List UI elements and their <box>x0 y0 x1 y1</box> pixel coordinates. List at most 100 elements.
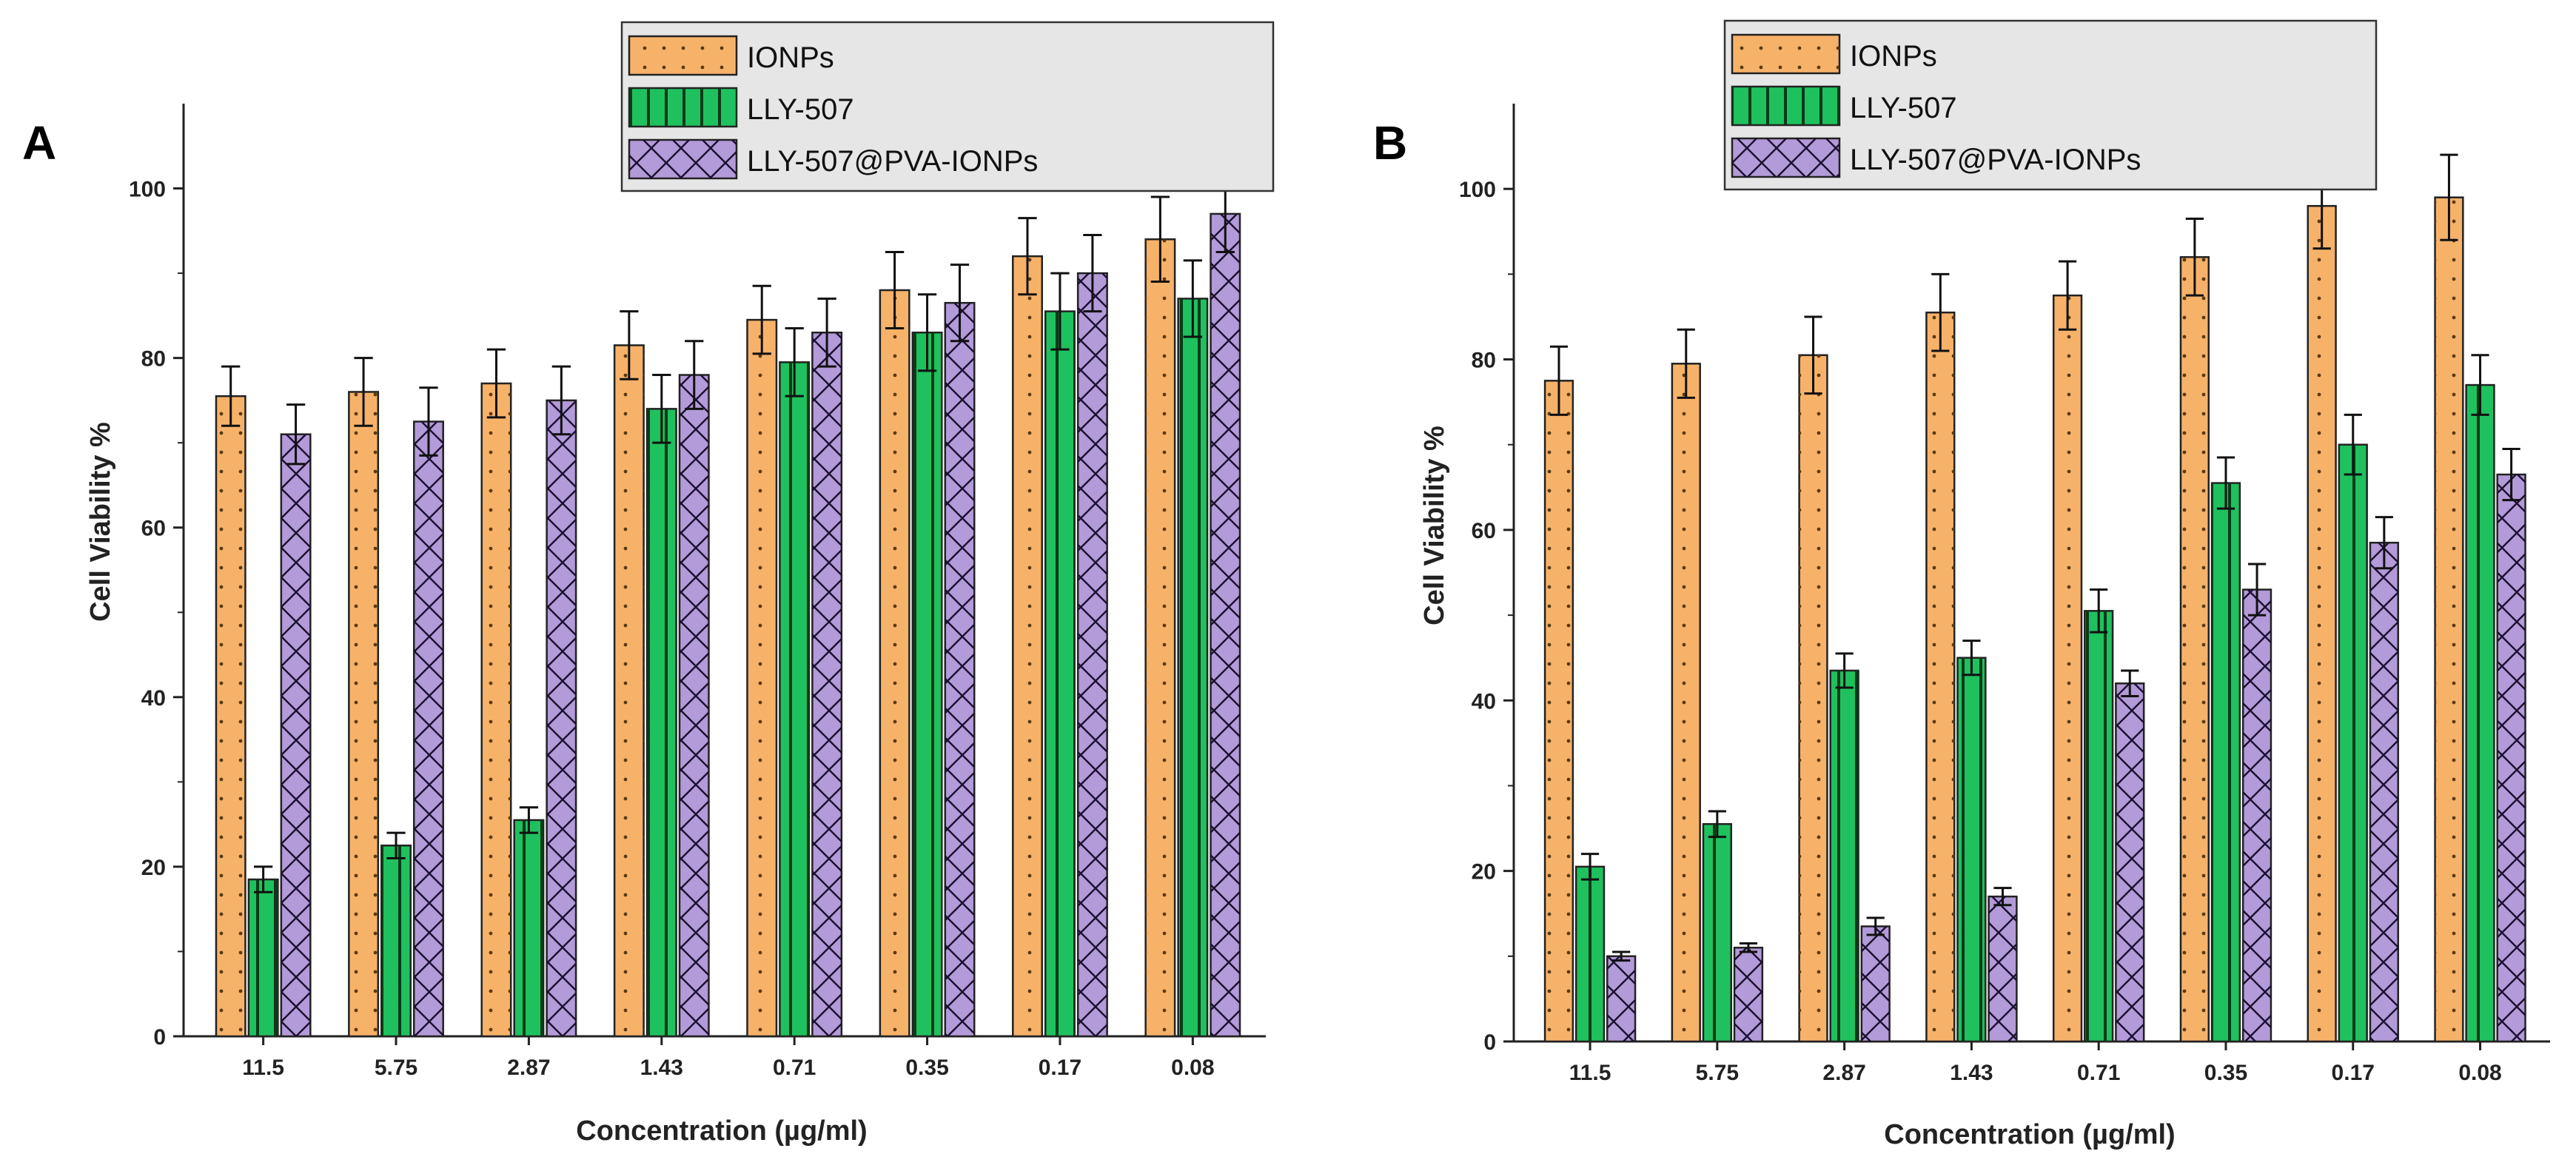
bar-pattern-lly-507-a <box>514 819 544 1036</box>
x-axis-label-a: Concentration (µg/ml) <box>576 1115 867 1147</box>
bar-pattern-ionps-b <box>1926 312 1955 1042</box>
x-tick-label-b: 0.17 <box>2332 1061 2375 1085</box>
bar-pattern-ionps-a <box>1013 256 1042 1036</box>
bar-pattern-ionps-a <box>1145 239 1175 1037</box>
x-tick-label-b: 0.08 <box>2458 1061 2501 1085</box>
x-tick-label-b: 1.43 <box>1950 1061 1993 1085</box>
bar-pattern-lly-507-pva-ionps-a <box>1078 273 1107 1036</box>
y-tick-label-a: 0 <box>153 1025 166 1050</box>
bar-pattern-lly-507-pva-ionps-a <box>680 375 709 1037</box>
bar-pattern-lly-507-a <box>1045 311 1075 1036</box>
y-tick-label-b: 100 <box>1459 178 1496 202</box>
bar-pattern-ionps-a <box>349 392 378 1036</box>
bar-pattern-ionps-a <box>747 320 777 1036</box>
bar-pattern-ionps-b <box>2307 206 2336 1042</box>
bar-pattern-ionps-b <box>1799 355 1828 1041</box>
y-tick-label-b: 20 <box>1472 860 1496 885</box>
legend-label-lly-507-pva-ionps-a: LLY-507@PVA-IONPs <box>747 145 1038 178</box>
bar-pattern-lly-507-a <box>1178 298 1208 1036</box>
x-tick-label-a: 0.71 <box>773 1056 816 1080</box>
bar-pattern-lly-507-pva-ionps-a <box>414 421 443 1036</box>
legend-swatch-pattern-lly-507-b <box>1732 87 1839 125</box>
bar-pattern-lly-507-b <box>1576 866 1604 1041</box>
bar-pattern-lly-507-a <box>912 332 942 1037</box>
bar-pattern-lly-507-pva-ionps-b <box>2369 543 2398 1041</box>
bar-pattern-lly-507-pva-ionps-b <box>2116 683 2144 1041</box>
legend-label-lly-507-pva-ionps-b: LLY-507@PVA-IONPs <box>1850 144 2141 176</box>
bar-pattern-ionps-a <box>481 383 511 1036</box>
chart-panel-b: B Cell Viability % Concentration (µg/ml)… <box>1373 19 2550 1150</box>
bar-pattern-ionps-a <box>614 345 644 1036</box>
y-tick-label-b: 0 <box>1483 1030 1496 1055</box>
y-tick-label-a: 60 <box>141 517 166 541</box>
legend-label-lly-507-b: LLY-507 <box>1850 92 1957 124</box>
y-tick-label-a: 20 <box>141 856 166 880</box>
bar-pattern-lly-507-b <box>1703 824 1731 1041</box>
bar-pattern-lly-507-b <box>2212 483 2240 1041</box>
bar-pattern-lly-507-pva-ionps-b <box>2243 589 2271 1041</box>
x-axis-label-b: Concentration (µg/ml) <box>1884 1119 2175 1150</box>
bar-pattern-ionps-b <box>2435 197 2463 1042</box>
bar-pattern-lly-507-pva-ionps-b <box>1734 947 1762 1041</box>
bar-pattern-lly-507-pva-ionps-b <box>2497 474 2526 1041</box>
bar-pattern-lly-507-pva-ionps-a <box>1210 213 1241 1037</box>
bar-pattern-lly-507-a <box>647 409 677 1036</box>
legend-swatch-pattern-ionps-b <box>1732 35 1839 73</box>
bar-pattern-lly-507-b <box>2466 385 2495 1041</box>
bar-pattern-lly-507-b <box>1957 657 1986 1041</box>
legend-swatch-pattern-lly-507-a <box>629 88 737 127</box>
bar-pattern-lly-507-a <box>779 362 809 1036</box>
bar-pattern-lly-507-pva-ionps-a <box>812 332 842 1037</box>
legend-b: IONPs LLY-507 LLY-507@PVA-IONPs <box>1723 19 2378 191</box>
y-tick-label-a: 100 <box>129 178 166 202</box>
bar-pattern-ionps-b <box>2180 257 2209 1041</box>
bar-pattern-lly-507-pva-ionps-a <box>945 303 975 1036</box>
legend-swatch-pattern-lly-507-pva-ionps-a <box>629 140 737 178</box>
x-tick-label-a: 11.5 <box>242 1056 284 1080</box>
y-axis-label-b: Cell Viability % <box>1419 426 1450 625</box>
plot-area-a: 0 20 40 60 80 100 11.5 5.75 2.87 1.43 0.71 0.35 0.17… <box>129 104 1266 1080</box>
bar-pattern-ionps-b <box>2053 295 2082 1042</box>
x-tick-label-b: 11.5 <box>1569 1061 1611 1085</box>
y-tick-label-b: 80 <box>1472 349 1496 373</box>
x-tick-label-b: 0.35 <box>2204 1061 2247 1085</box>
bar-pattern-ionps-a <box>215 396 246 1036</box>
legend-a: IONPs LLY-507 LLY-507@PVA-IONPs <box>620 21 1275 192</box>
x-tick-label-a: 0.17 <box>1039 1056 1081 1080</box>
bar-pattern-lly-507-a <box>248 879 278 1036</box>
legend-label-ionps-a: IONPs <box>747 41 834 74</box>
bar-pattern-ionps-a <box>879 290 910 1036</box>
legend-swatch-pattern-ionps-a <box>629 36 737 75</box>
bar-pattern-lly-507-pva-ionps-a <box>281 434 311 1036</box>
bar-pattern-lly-507-pva-ionps-b <box>1861 926 1890 1041</box>
bar-pattern-lly-507-pva-ionps-b <box>1607 956 1636 1041</box>
x-tick-label-b: 5.75 <box>1696 1061 1739 1085</box>
y-tick-label-a: 80 <box>141 347 166 372</box>
x-tick-label-a: 1.43 <box>640 1056 683 1080</box>
legend-swatch-pattern-lly-507-pva-ionps-b <box>1732 138 1839 177</box>
legend-label-ionps-b: IONPs <box>1850 40 1937 73</box>
y-tick-label-b: 40 <box>1472 689 1496 714</box>
x-tick-label-a: 5.75 <box>375 1056 417 1080</box>
y-tick-label-b: 60 <box>1472 519 1496 543</box>
bar-pattern-lly-507-b <box>2084 611 2113 1041</box>
bar-pattern-lly-507-b <box>2338 444 2367 1041</box>
x-tick-label-a: 2.87 <box>507 1056 550 1080</box>
panel-label-a: A <box>22 116 56 170</box>
y-tick-label-a: 40 <box>141 686 166 711</box>
bar-pattern-lly-507-pva-ionps-a <box>546 400 577 1036</box>
x-tick-label-b: 2.87 <box>1822 1061 1865 1085</box>
bar-pattern-ionps-b <box>1671 363 1700 1041</box>
bar-pattern-ionps-b <box>1545 380 1573 1041</box>
y-axis-label-a: Cell Viability % <box>85 422 116 622</box>
bar-pattern-lly-507-b <box>1830 670 1859 1041</box>
x-tick-label-a: 0.35 <box>905 1056 948 1080</box>
bar-pattern-lly-507-a <box>381 845 411 1036</box>
plot-area-b: 0 20 40 60 80 100 11.5 5.75 2.87 1.43 0.71 0.35 0.17… <box>1459 104 2550 1085</box>
x-tick-label-b: 0.71 <box>2077 1061 2120 1085</box>
chart-panel-a: A Cell Viability % Concentration (µg/ml)… <box>22 21 1275 1147</box>
panel-label-b: B <box>1373 116 1407 170</box>
bar-pattern-lly-507-pva-ionps-b <box>1988 896 2017 1041</box>
x-tick-label-a: 0.08 <box>1171 1056 1214 1080</box>
